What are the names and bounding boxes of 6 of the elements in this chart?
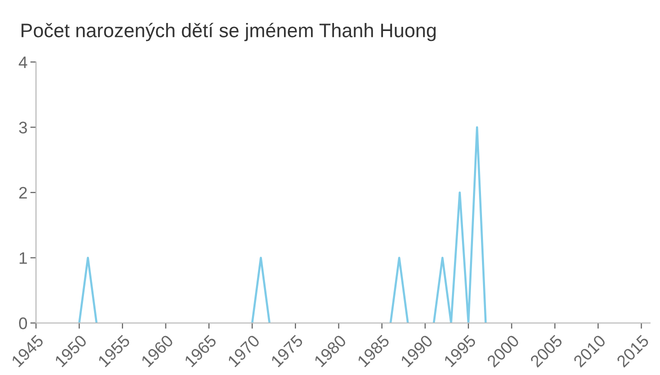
y-tick-label: 0 [19,317,28,330]
y-tick-label: 1 [20,252,27,264]
chart-title: Počet narozených dětí se jménem Thanh Huong [22,22,436,42]
y-tick-label: 3 [19,122,27,134]
y-tick-label: 2 [19,186,27,199]
y-tick-label: 4 [18,56,28,68]
